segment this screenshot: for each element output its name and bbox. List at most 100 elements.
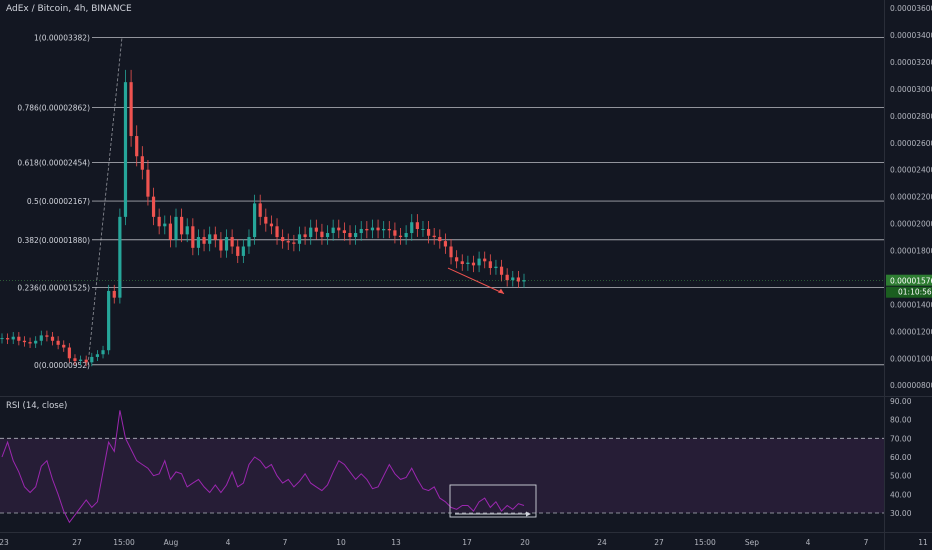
candle-body	[73, 358, 77, 361]
candle-body	[337, 227, 341, 231]
candle-body	[522, 280, 526, 282]
candle-body	[202, 237, 206, 244]
price-tick-label: 0.00003600	[890, 4, 932, 13]
trend-arrow-line	[447, 267, 505, 295]
candle-body	[56, 340, 60, 345]
candle-body	[415, 222, 419, 229]
rsi-tick-label: 90.00	[890, 397, 912, 406]
price-tick-label: 0.00003400	[890, 31, 932, 40]
date-tick-label: 17	[462, 538, 472, 547]
candle-body	[483, 258, 487, 262]
candle-body	[264, 216, 268, 224]
candle-body	[292, 242, 296, 244]
date-tick-label: 4	[226, 538, 231, 547]
fib-level-label: 0.382(0.00001880)	[17, 236, 90, 245]
price-tick-label: 0.00002600	[890, 139, 932, 148]
candle-body	[359, 228, 363, 234]
countdown-label: 01:10:56	[898, 288, 932, 297]
candle-body	[67, 347, 71, 359]
price-tick-label: 0.00001200	[890, 327, 932, 336]
candle-body	[213, 234, 217, 240]
price-tick-label: 0.00001400	[890, 300, 932, 309]
panel-separator	[0, 396, 932, 397]
fib-level-label: 1(0.00003382)	[34, 33, 90, 42]
date-tick-label: 10	[336, 538, 346, 547]
price-tick-label: 0.00002800	[890, 112, 932, 121]
candle-body	[101, 350, 105, 355]
candle-body	[488, 261, 492, 269]
date-tick-label: 15:00	[694, 538, 716, 547]
candle-body	[432, 235, 436, 238]
candle-body	[393, 230, 397, 236]
candle-body	[348, 233, 352, 238]
candle-body	[11, 336, 15, 340]
date-tick-label: 15:00	[113, 538, 135, 547]
candle-body	[34, 340, 38, 344]
candle-body	[118, 216, 122, 298]
fib-level-label: 0.236(0.00001525)	[17, 284, 90, 293]
rsi-highlight-arrowhead	[526, 511, 531, 517]
candle-body	[426, 228, 431, 236]
chart-title: AdEx / Bitcoin, 4h, BINANCE	[6, 4, 132, 14]
candle-body	[146, 169, 150, 197]
candle-body	[112, 290, 116, 298]
candle-body	[6, 338, 10, 340]
candle-body	[219, 239, 223, 251]
candle-body	[191, 226, 195, 248]
candle-body	[286, 241, 290, 243]
rsi-band	[0, 438, 884, 513]
candle-body	[325, 233, 330, 238]
date-tick-label: Sep	[745, 538, 759, 547]
candle-body	[494, 266, 498, 269]
candle-body	[90, 356, 94, 363]
candle-body	[247, 237, 251, 247]
candle-body	[404, 233, 408, 238]
candle-body	[157, 216, 161, 227]
price-tick-label: 0.00001000	[890, 354, 932, 363]
fib-level-label: 0.618(0.00002454)	[17, 158, 90, 167]
date-tick-label: Aug	[164, 538, 179, 547]
candle-body	[123, 82, 128, 217]
candle-body	[62, 344, 66, 348]
date-tick-label: 27	[654, 538, 664, 547]
candle-body	[449, 246, 453, 258]
candle-body	[281, 237, 285, 242]
candle-body	[269, 223, 274, 227]
candle-body	[151, 196, 156, 217]
candle-body	[95, 354, 100, 357]
candle-body	[365, 228, 369, 231]
rsi-highlight-box	[449, 484, 537, 518]
candle-body	[241, 246, 245, 256]
candle-body	[28, 342, 32, 344]
candle-body	[309, 227, 313, 238]
candle-body	[455, 257, 459, 262]
rsi-line	[1, 410, 525, 524]
rsi-tick-label: 60.00	[890, 453, 912, 462]
candle-body	[410, 222, 414, 234]
candle-body	[342, 230, 346, 234]
candle-body	[230, 237, 234, 247]
price-tick-label: 0.00003200	[890, 58, 932, 67]
date-tick-label: 11	[918, 538, 928, 547]
fib-level-label: 0(0.00000952)	[34, 361, 90, 370]
candle-body	[78, 359, 83, 361]
price-tick-label: 0.00000800	[890, 381, 932, 390]
candle-body	[511, 277, 515, 281]
candle-body	[505, 274, 509, 281]
candle-body	[0, 338, 4, 340]
rsi-title: RSI (14, close)	[6, 401, 68, 411]
date-tick-label: 27	[72, 538, 82, 547]
candle-body	[185, 226, 189, 235]
candle-body	[460, 261, 464, 264]
candle-body	[516, 277, 520, 282]
candle-body	[303, 234, 307, 238]
candle-body	[236, 246, 240, 256]
candle-body	[17, 336, 21, 341]
candle-body	[499, 266, 504, 275]
fib-level-label: 0.5(0.00002167)	[27, 197, 90, 206]
price-axis-separator	[884, 0, 885, 550]
candle-body	[174, 216, 178, 240]
candle-body	[45, 335, 49, 337]
candle-body	[84, 359, 88, 363]
